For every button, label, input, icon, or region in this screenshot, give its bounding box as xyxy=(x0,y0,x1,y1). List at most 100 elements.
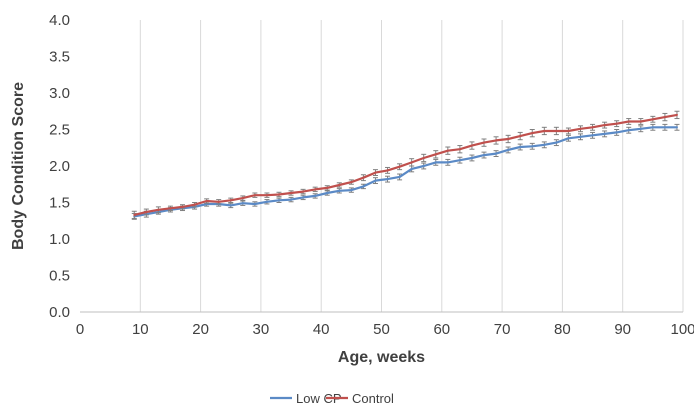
data-point xyxy=(422,165,425,167)
data-point xyxy=(555,129,558,132)
y-axis-title: Body Condition Score xyxy=(10,82,27,250)
data-point xyxy=(290,192,293,195)
data-point xyxy=(217,200,220,203)
data-point xyxy=(458,159,461,162)
x-tick-label: 20 xyxy=(192,321,209,338)
data-point xyxy=(639,120,642,123)
data-point xyxy=(241,202,244,205)
data-point xyxy=(326,186,329,189)
y-tick-label: 2.5 xyxy=(49,122,70,139)
data-point xyxy=(229,199,232,202)
data-point xyxy=(241,197,244,200)
data-point xyxy=(675,113,678,116)
data-point xyxy=(302,190,305,193)
data-point xyxy=(675,126,678,129)
data-point xyxy=(265,200,268,203)
y-tick-label: 0.5 xyxy=(49,268,70,285)
data-point xyxy=(507,148,510,151)
data-point xyxy=(519,146,522,149)
data-point xyxy=(253,194,256,197)
x-tick-label: 60 xyxy=(433,321,450,338)
data-point xyxy=(543,143,546,146)
x-tick-label: 70 xyxy=(494,321,511,338)
data-point xyxy=(470,156,473,159)
data-point xyxy=(627,120,630,123)
data-point xyxy=(591,134,594,137)
x-tick-label: 50 xyxy=(373,321,390,338)
legend: Low CP Control xyxy=(270,391,394,405)
data-point xyxy=(386,178,389,181)
y-axis-tick-labels: 0.0 0.5 1.0 1.5 2.0 2.5 3.0 3.5 4.0 xyxy=(49,12,70,321)
x-tick-label: 100 xyxy=(670,321,694,338)
data-point xyxy=(410,167,413,170)
data-point xyxy=(507,137,510,140)
data-point xyxy=(398,165,401,168)
data-point xyxy=(338,189,341,192)
gridlines xyxy=(139,20,684,312)
data-point xyxy=(265,194,268,197)
data-point xyxy=(145,210,148,213)
series-layer xyxy=(131,110,680,220)
data-point xyxy=(350,189,353,192)
y-tick-label: 3.5 xyxy=(49,49,70,66)
data-point xyxy=(495,152,498,155)
series-low-cp xyxy=(131,123,680,220)
data-point xyxy=(386,169,389,172)
data-point xyxy=(374,171,377,174)
data-point xyxy=(615,122,618,125)
x-tick-label: 10 xyxy=(132,321,149,338)
data-point xyxy=(434,153,437,156)
data-point xyxy=(591,126,594,129)
x-axis-tick-labels: 0 10 20 30 40 50 60 70 80 90 100 xyxy=(76,321,694,338)
data-point xyxy=(362,176,365,179)
data-point xyxy=(133,213,136,216)
data-point xyxy=(169,207,172,210)
data-point xyxy=(495,139,498,142)
data-point xyxy=(181,205,184,208)
data-point xyxy=(229,204,232,207)
data-point xyxy=(470,144,473,147)
data-point xyxy=(615,131,618,134)
data-point xyxy=(374,179,377,182)
data-point xyxy=(205,200,208,203)
data-point xyxy=(302,196,305,199)
data-point xyxy=(398,175,401,178)
data-point xyxy=(362,185,365,188)
data-point xyxy=(446,161,449,164)
data-point xyxy=(314,194,317,197)
data-point xyxy=(519,135,522,138)
x-tick-label: 0 xyxy=(76,321,84,338)
data-point xyxy=(567,137,570,140)
data-point xyxy=(543,129,546,132)
data-point xyxy=(446,149,449,152)
data-point xyxy=(567,129,570,132)
data-point xyxy=(663,116,666,119)
data-point xyxy=(531,132,534,135)
data-point xyxy=(277,193,280,196)
data-point xyxy=(603,124,606,127)
y-tick-label: 3.0 xyxy=(49,85,70,102)
x-tick-label: 40 xyxy=(313,321,330,338)
data-point xyxy=(579,135,582,138)
series-line xyxy=(134,126,677,218)
data-point xyxy=(651,118,654,121)
x-tick-label: 80 xyxy=(554,321,571,338)
data-point xyxy=(157,208,160,211)
x-tick-label: 30 xyxy=(253,321,270,338)
data-point xyxy=(422,156,425,159)
y-tick-label: 2.0 xyxy=(49,158,70,175)
data-point xyxy=(253,202,256,205)
data-point xyxy=(651,126,654,129)
data-point xyxy=(434,161,437,164)
data-point xyxy=(639,127,642,130)
data-point xyxy=(410,161,413,164)
data-point xyxy=(338,183,341,186)
x-axis-title: Age, weeks xyxy=(338,349,425,366)
y-tick-label: 1.5 xyxy=(49,195,70,212)
data-point xyxy=(483,154,486,157)
y-tick-label: 4.0 xyxy=(49,12,70,29)
data-point xyxy=(603,132,606,135)
data-point xyxy=(458,148,461,151)
series-line xyxy=(134,113,678,216)
